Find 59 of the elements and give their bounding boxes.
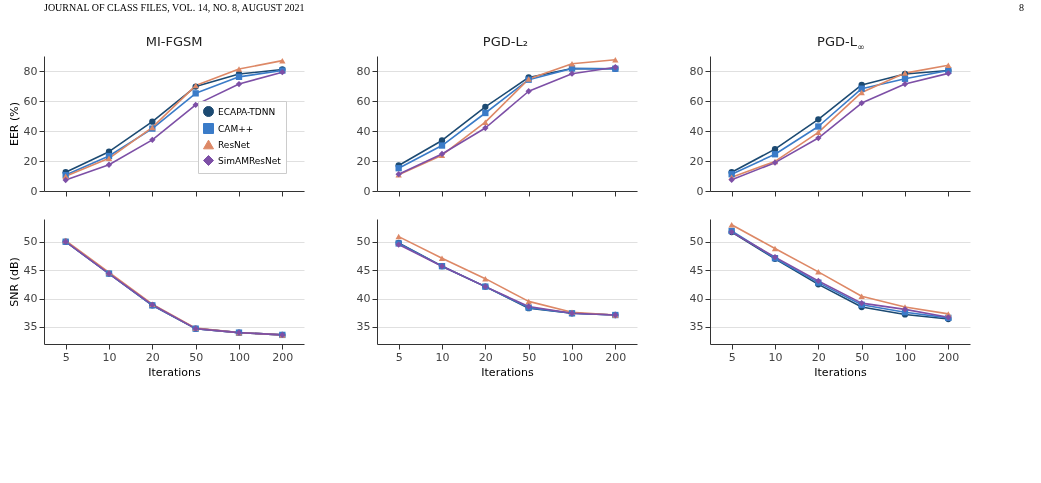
y-tick-label: 60: [689, 94, 704, 108]
x-tick-label: 20: [811, 350, 826, 364]
chart-title: PGD-L∞: [817, 34, 865, 52]
y-tick-label: 60: [23, 94, 38, 108]
x-tick-label: 5: [728, 350, 736, 364]
y-tick-label: 20: [356, 154, 371, 168]
y-tick-label: 0: [696, 184, 704, 198]
x-tick-label: 5: [62, 350, 70, 364]
legend-label: SimAMResNet: [218, 155, 282, 166]
y-tick-label: 20: [23, 154, 38, 168]
y-tick-label: 45: [689, 263, 704, 277]
y-tick-label: 35: [23, 320, 38, 334]
x-tick-label: 10: [102, 350, 117, 364]
legend-label: CAM++: [218, 123, 254, 134]
y-tick-label: 35: [356, 320, 371, 334]
y-tick-label: 80: [356, 64, 371, 78]
chart-title: MI-FGSM: [145, 34, 203, 49]
x-tick-label: 50: [189, 350, 204, 364]
x-tick-label: 100: [229, 350, 250, 364]
y-tick-label: 40: [356, 292, 371, 306]
y-tick-label: 0: [30, 184, 38, 198]
y-axis-title: SNR (dB): [7, 257, 21, 307]
y-tick-label: 40: [23, 124, 38, 138]
y-tick-label: 40: [23, 292, 38, 306]
y-axis-title: EER (%): [7, 101, 21, 147]
y-tick-label: 50: [356, 235, 371, 249]
y-tick-label: 50: [23, 235, 38, 249]
x-tick-label: 200: [272, 350, 294, 364]
x-tick-label: 100: [562, 350, 583, 364]
y-tick-label: 40: [689, 292, 704, 306]
y-tick-label: 35: [689, 320, 704, 334]
y-tick-label: 80: [689, 64, 704, 78]
chart-title: PGD-L₂: [482, 34, 528, 49]
x-axis-title: Iterations: [814, 365, 867, 379]
x-tick-label: 20: [145, 350, 160, 364]
x-axis-title: Iterations: [481, 365, 534, 379]
y-tick-label: 60: [356, 94, 371, 108]
y-tick-label: 40: [689, 124, 704, 138]
x-tick-label: 100: [895, 350, 916, 364]
text: JOURNAL OF CLASS FILES, VOL. 14, NO. 8, AUGUST 2021: [44, 2, 305, 13]
y-tick-label: 20: [689, 154, 704, 168]
x-tick-label: 10: [768, 350, 783, 364]
x-axis-title: Iterations: [148, 365, 201, 379]
x-tick-label: 50: [855, 350, 870, 364]
text: 8: [1019, 2, 1024, 13]
y-tick-label: 45: [23, 263, 38, 277]
y-tick-label: 0: [363, 184, 371, 198]
x-tick-label: 50: [522, 350, 537, 364]
x-tick-label: 200: [938, 350, 960, 364]
legend-label: ECAPA-TDNN: [218, 106, 276, 117]
y-tick-label: 50: [689, 235, 704, 249]
y-tick-label: 40: [356, 124, 371, 138]
x-tick-label: 5: [395, 350, 403, 364]
y-tick-label: 45: [356, 263, 371, 277]
y-tick-label: 80: [23, 64, 38, 78]
legend-label: ResNet: [218, 139, 251, 150]
x-tick-label: 20: [478, 350, 493, 364]
x-tick-label: 10: [435, 350, 450, 364]
x-tick-label: 200: [605, 350, 627, 364]
